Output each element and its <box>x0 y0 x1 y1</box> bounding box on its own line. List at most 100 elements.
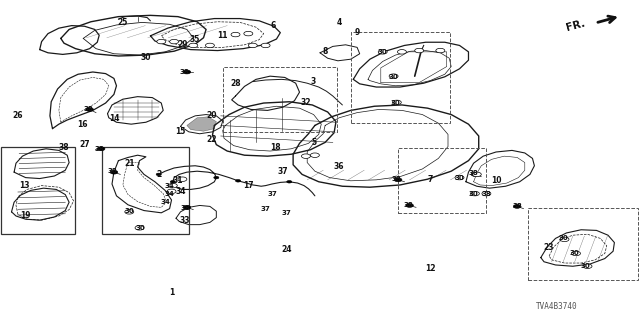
Text: 38: 38 <box>481 191 492 196</box>
Text: 38: 38 <box>59 143 69 152</box>
Circle shape <box>455 175 464 180</box>
Bar <box>351 32 450 123</box>
Circle shape <box>183 70 191 74</box>
Text: 30: 30 <box>388 74 399 80</box>
Circle shape <box>261 43 270 48</box>
Circle shape <box>392 100 401 105</box>
Text: 38: 38 <box>107 168 117 174</box>
Text: 34: 34 <box>164 191 175 196</box>
Text: 38: 38 <box>468 171 479 176</box>
Circle shape <box>156 173 161 176</box>
Text: 15: 15 <box>175 127 186 136</box>
Text: 19: 19 <box>20 212 31 220</box>
Circle shape <box>471 172 479 176</box>
Text: 29: 29 <box>177 40 188 49</box>
Text: 8: 8 <box>323 47 328 56</box>
Text: 9: 9 <box>355 28 360 36</box>
Circle shape <box>572 251 580 256</box>
Text: 37: 37 <box>267 191 277 196</box>
Bar <box>528 208 638 280</box>
Polygon shape <box>187 117 216 131</box>
Circle shape <box>310 153 319 157</box>
Text: 5: 5 <box>311 138 316 147</box>
Circle shape <box>231 32 240 37</box>
Circle shape <box>244 31 253 36</box>
Circle shape <box>205 43 214 48</box>
Text: 27: 27 <box>79 140 90 149</box>
Circle shape <box>86 108 93 111</box>
Circle shape <box>415 48 424 53</box>
Circle shape <box>301 154 310 158</box>
Circle shape <box>394 178 402 182</box>
Text: 3: 3 <box>311 77 316 86</box>
Text: 2: 2 <box>156 170 161 179</box>
Text: 33: 33 <box>179 216 189 225</box>
Text: 38: 38 <box>512 204 522 209</box>
Text: 18: 18 <box>270 143 280 152</box>
Text: TVA4B3740: TVA4B3740 <box>536 302 578 311</box>
Text: 38: 38 <box>180 205 191 211</box>
Circle shape <box>178 177 187 181</box>
Circle shape <box>135 226 144 230</box>
Text: 24: 24 <box>282 245 292 254</box>
Circle shape <box>236 180 241 182</box>
Text: 38: 38 <box>392 176 402 182</box>
Circle shape <box>189 43 198 48</box>
Circle shape <box>389 74 398 78</box>
Text: 26: 26 <box>13 111 23 120</box>
Text: 7: 7 <box>428 175 433 184</box>
Circle shape <box>470 191 479 196</box>
Circle shape <box>436 48 445 53</box>
Text: 32: 32 <box>301 98 311 107</box>
Circle shape <box>168 183 177 188</box>
Text: 6: 6 <box>271 21 276 30</box>
Text: 30: 30 <box>558 236 568 241</box>
Text: 1: 1 <box>169 288 174 297</box>
Text: 30: 30 <box>570 250 580 256</box>
Text: 30: 30 <box>468 191 479 196</box>
Text: 25: 25 <box>118 18 128 27</box>
Circle shape <box>214 176 219 179</box>
Text: 23: 23 <box>544 244 554 252</box>
Circle shape <box>378 50 387 54</box>
Text: 13: 13 <box>19 181 29 190</box>
Circle shape <box>287 180 292 183</box>
Text: 37: 37 <box>260 206 271 212</box>
Circle shape <box>167 189 176 194</box>
Circle shape <box>170 39 179 44</box>
Circle shape <box>170 180 175 183</box>
Text: 20: 20 <box>206 111 216 120</box>
Text: 30: 30 <box>141 53 151 62</box>
Circle shape <box>157 39 166 44</box>
Text: 30: 30 <box>454 175 465 180</box>
Text: 22: 22 <box>206 135 216 144</box>
Text: 16: 16 <box>77 120 87 129</box>
Text: 11: 11 <box>218 31 228 40</box>
Text: 28: 28 <box>230 79 241 88</box>
Text: 36: 36 <box>334 162 344 171</box>
Circle shape <box>110 170 118 174</box>
Text: 30: 30 <box>390 100 401 106</box>
Circle shape <box>482 191 491 196</box>
Text: 12: 12 <box>425 264 435 273</box>
Text: 38: 38 <box>83 106 93 112</box>
Text: 21: 21 <box>124 159 134 168</box>
Bar <box>1 147 75 234</box>
Text: 34: 34 <box>164 183 175 188</box>
Text: 30: 30 <box>378 49 388 55</box>
Text: 4: 4 <box>337 18 342 27</box>
Circle shape <box>183 205 191 209</box>
Text: 35: 35 <box>190 35 200 44</box>
Text: 30: 30 <box>136 225 146 231</box>
Text: FR.: FR. <box>565 18 587 33</box>
Text: 37: 37 <box>282 210 292 216</box>
Text: 31: 31 <box>173 176 183 185</box>
Bar <box>102 147 189 234</box>
Circle shape <box>97 147 105 151</box>
Text: 10: 10 <box>492 176 502 185</box>
Circle shape <box>406 204 413 207</box>
Text: 34: 34 <box>175 187 186 196</box>
Circle shape <box>397 50 406 54</box>
Text: 34: 34 <box>160 199 170 204</box>
Text: 38: 38 <box>179 69 189 75</box>
